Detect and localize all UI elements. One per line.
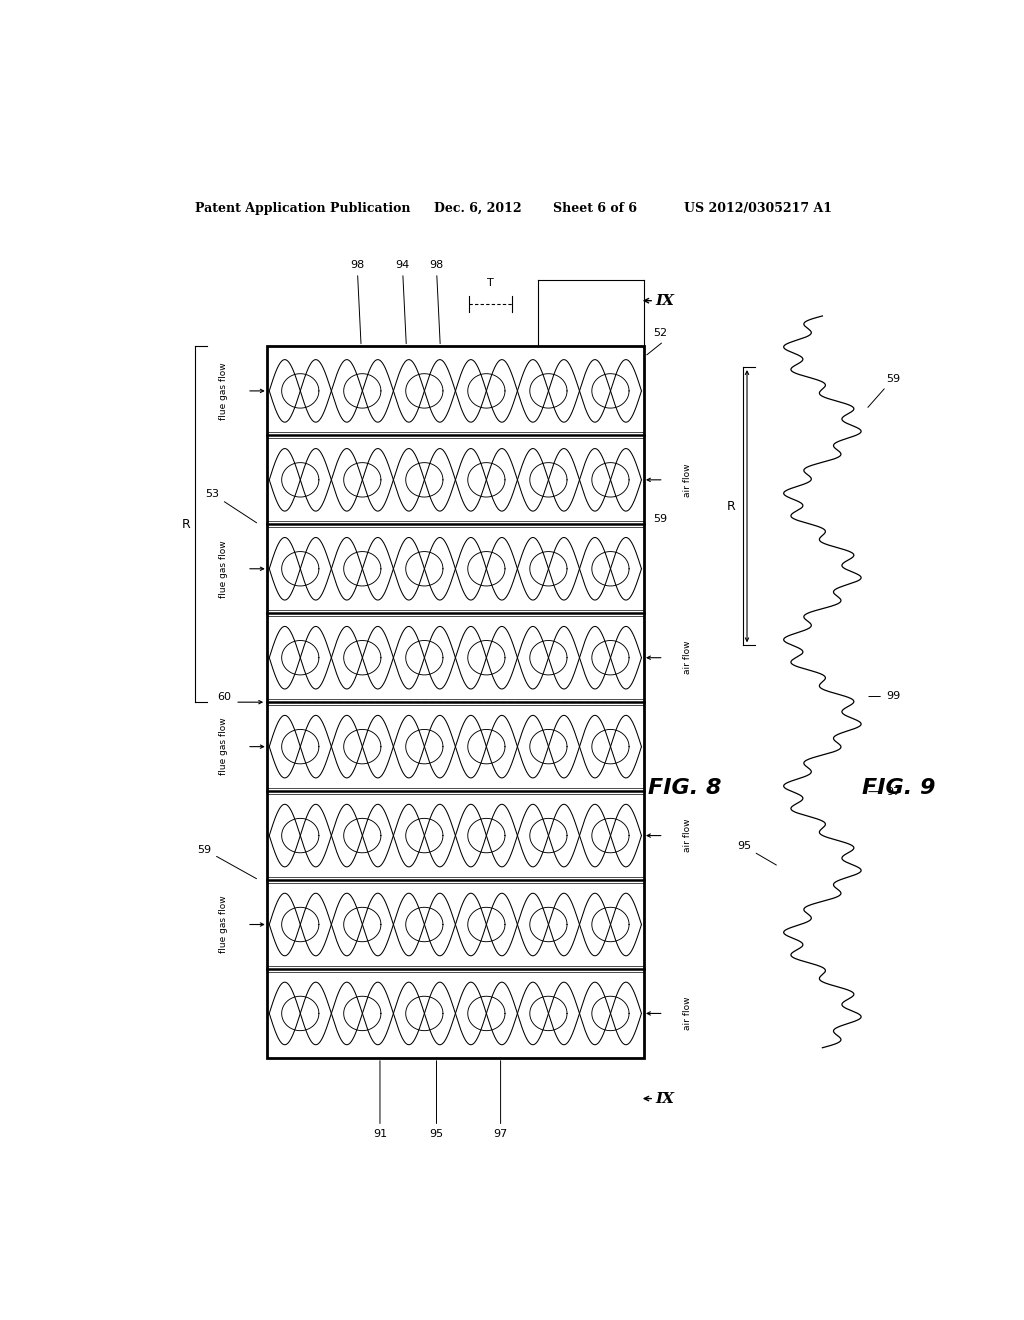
- Text: IX: IX: [655, 293, 675, 308]
- Text: Dec. 6, 2012: Dec. 6, 2012: [433, 202, 521, 215]
- Text: 95: 95: [737, 841, 776, 865]
- Text: flue gas flow: flue gas flow: [219, 540, 227, 598]
- Text: T: T: [486, 279, 494, 288]
- Text: R: R: [181, 517, 190, 531]
- Text: R: R: [727, 500, 735, 512]
- Text: IX: IX: [655, 1092, 675, 1106]
- Text: 91: 91: [373, 1061, 387, 1139]
- Text: 98: 98: [350, 260, 365, 343]
- Text: flue gas flow: flue gas flow: [219, 362, 227, 420]
- Text: air flow: air flow: [683, 642, 692, 675]
- Text: 98: 98: [429, 260, 443, 343]
- Text: FIG. 8: FIG. 8: [648, 777, 721, 797]
- Text: Patent Application Publication: Patent Application Publication: [196, 202, 411, 215]
- Text: FIG. 9: FIG. 9: [862, 777, 936, 797]
- Bar: [267, 346, 644, 1057]
- Text: 97: 97: [494, 1061, 508, 1139]
- Text: 99: 99: [868, 692, 900, 701]
- Text: air flow: air flow: [683, 463, 692, 496]
- Text: 52: 52: [653, 329, 668, 338]
- Text: flue gas flow: flue gas flow: [219, 896, 227, 953]
- Text: 94: 94: [395, 260, 410, 343]
- Text: 59: 59: [868, 374, 900, 408]
- Text: 95: 95: [429, 1061, 443, 1139]
- Text: air flow: air flow: [683, 818, 692, 853]
- Text: 60: 60: [217, 692, 231, 702]
- Text: air flow: air flow: [683, 997, 692, 1030]
- Text: 59: 59: [653, 515, 668, 524]
- Text: Sheet 6 of 6: Sheet 6 of 6: [553, 202, 637, 215]
- Text: 59: 59: [198, 845, 257, 879]
- Text: 97: 97: [868, 787, 900, 796]
- Text: 53: 53: [205, 488, 257, 523]
- Text: US 2012/0305217 A1: US 2012/0305217 A1: [684, 202, 831, 215]
- Text: flue gas flow: flue gas flow: [219, 718, 227, 775]
